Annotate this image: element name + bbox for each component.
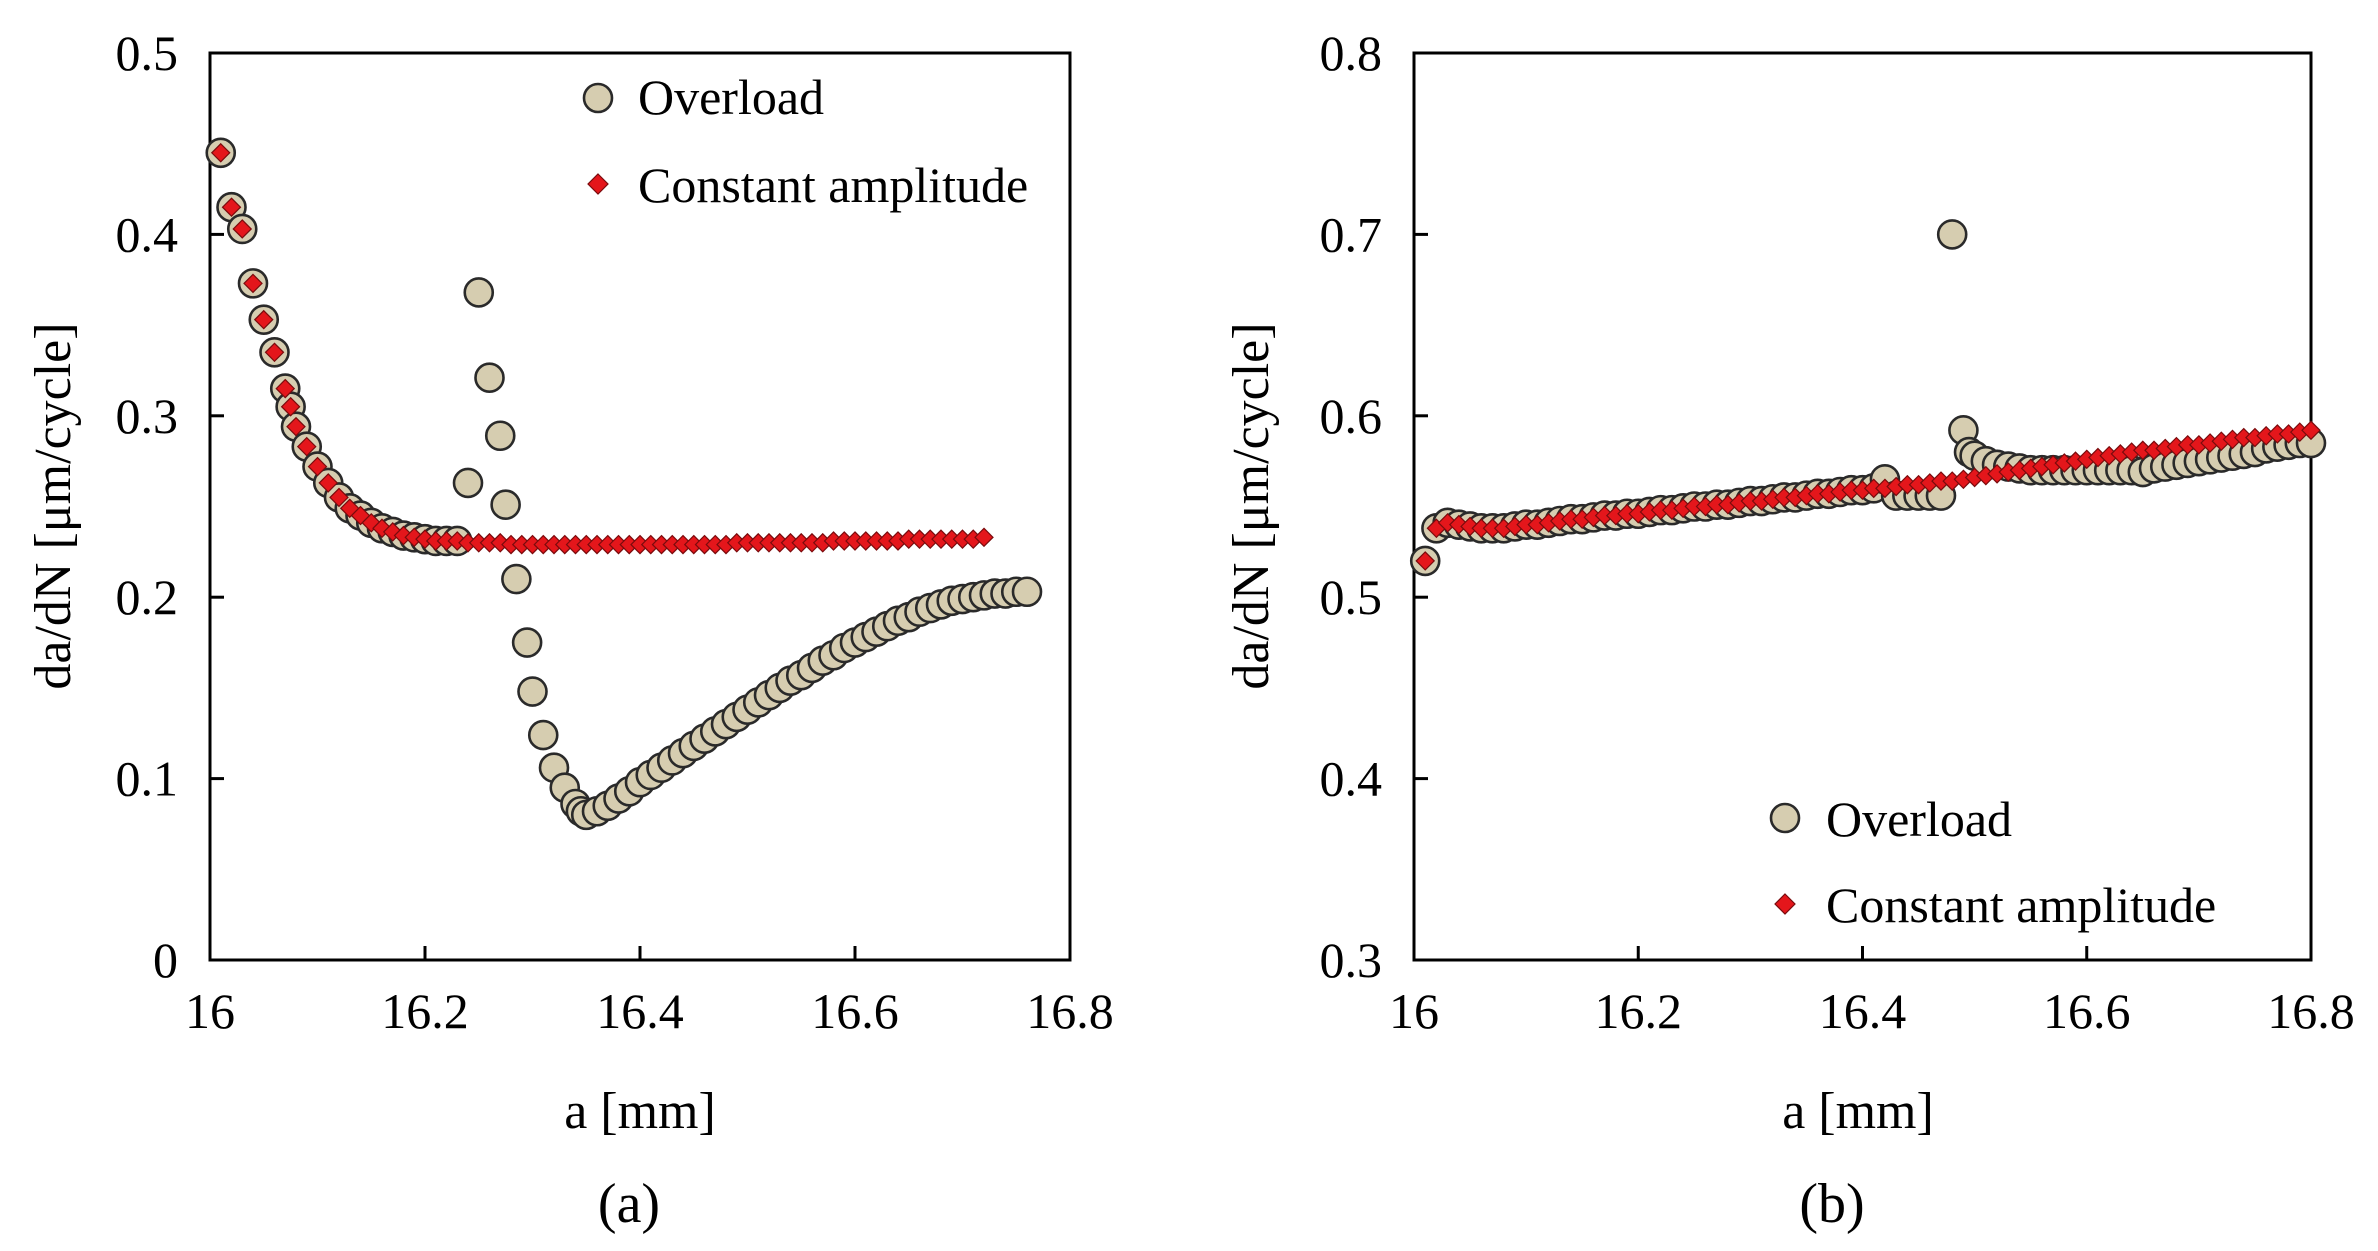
- legend-label-overload: Overload: [638, 69, 824, 125]
- constant-amplitude-point: [221, 197, 242, 218]
- legend-label-constant-amplitude: Constant amplitude: [638, 157, 1028, 213]
- y-tick-label: 0.3: [116, 388, 179, 444]
- chart-panel-a: 16 16.2 16.4 16.6 16.8 0 0.1 0.2 0.3 0.4 0.5 a [mm…: [25, 25, 1114, 1235]
- legend: Overload Constant amplitude: [1769, 791, 2216, 933]
- constant-amplitude-point: [1415, 551, 1436, 571]
- x-tick-label: 16.8: [2267, 983, 2355, 1039]
- constant-amplitude-point: [307, 456, 328, 477]
- constant-amplitude-point: [2301, 420, 2321, 441]
- x-tick-label: 16.4: [596, 983, 684, 1039]
- constant-amplitude-point: [339, 498, 360, 519]
- y-tick-label: 0.3: [1320, 932, 1383, 988]
- y-tick-label: 0.5: [1320, 569, 1383, 625]
- panel-caption-b: (b): [1799, 1173, 1864, 1235]
- legend-label-overload: Overload: [1826, 791, 2012, 847]
- overload-series: [205, 137, 1043, 831]
- y-axis-title: da/dN [μm/cycle]: [25, 322, 82, 689]
- x-tick-label: 16.6: [2043, 983, 2131, 1039]
- x-axis-title: a [mm]: [1782, 1083, 1934, 1140]
- legend-marker-constant-amplitude: [587, 173, 609, 195]
- y-tick-label: 0.4: [116, 206, 179, 262]
- legend-marker-constant-amplitude: [1774, 893, 1796, 915]
- constant-amplitude-point: [275, 378, 296, 399]
- y-tick-label: 0.6: [1320, 388, 1383, 444]
- constant-amplitude-point: [264, 342, 285, 363]
- y-tick-label: 0.8: [1320, 25, 1383, 81]
- y-tick-label: 0.7: [1320, 206, 1383, 262]
- x-tick-label: 16.6: [811, 983, 899, 1039]
- x-tick-label: 16.2: [381, 983, 469, 1039]
- y-tick-label: 0.4: [1320, 751, 1383, 807]
- legend: Overload Constant amplitude: [582, 69, 1028, 213]
- constant-amplitude-point: [329, 487, 349, 508]
- constant-amplitude-point: [974, 527, 994, 548]
- overload-point: [517, 676, 548, 707]
- x-axis-title: a [mm]: [564, 1083, 716, 1140]
- legend-marker-overload: [1769, 802, 1801, 834]
- constant-amplitude-point: [280, 396, 301, 417]
- x-tick-label: 16.4: [1819, 983, 1907, 1039]
- y-axis-title: da/dN [μm/cycle]: [1223, 322, 1280, 689]
- chart-panel-b: 16 16.2 16.4 16.6 16.8 0.3 0.4 0.5 0.6 0.7 0.8 a […: [1223, 25, 2355, 1235]
- overload-point: [511, 627, 543, 658]
- overload-point: [452, 467, 484, 499]
- overload-point: [527, 719, 559, 751]
- constant-amplitude-point: [318, 473, 339, 493]
- constant-amplitude-point: [232, 219, 253, 239]
- constant-amplitude-point: [286, 416, 306, 437]
- constant-amplitude-point: [243, 273, 263, 294]
- y-tick-label: 0.1: [116, 751, 179, 807]
- y-tick-label: 0.5: [116, 25, 179, 81]
- overload-point: [463, 277, 495, 308]
- x-tick-label: 16.2: [1595, 983, 1683, 1039]
- overload-point: [490, 489, 521, 520]
- y-tick-label: 0: [153, 932, 178, 988]
- constant-amplitude-point: [253, 309, 274, 330]
- y-tick-label: 0.2: [116, 569, 179, 625]
- constant-amplitude-series: [1415, 420, 2321, 571]
- panel-caption-a: (a): [598, 1173, 660, 1235]
- constant-amplitude-point: [210, 142, 231, 163]
- axis-ticks: 16 16.2 16.4 16.6 16.8 0 0.1 0.2 0.3 0.4 0.5: [116, 25, 1114, 1039]
- constant-amplitude-series: [210, 142, 994, 555]
- x-tick-label: 16: [185, 983, 235, 1039]
- overload-point: [474, 362, 505, 394]
- x-tick-label: 16: [1389, 983, 1439, 1039]
- axis-ticks: 16 16.2 16.4 16.6 16.8 0.3 0.4 0.5 0.6 0.7 0.8: [1320, 25, 2355, 1039]
- legend-label-constant-amplitude: Constant amplitude: [1826, 877, 2216, 933]
- legend-marker-overload: [582, 82, 614, 114]
- constant-amplitude-point: [296, 436, 317, 457]
- x-tick-label: 16.8: [1026, 983, 1114, 1039]
- overload-point: [1011, 576, 1043, 608]
- overload-point: [1936, 219, 1968, 250]
- overload-point: [484, 420, 516, 452]
- overload-point: [501, 563, 532, 595]
